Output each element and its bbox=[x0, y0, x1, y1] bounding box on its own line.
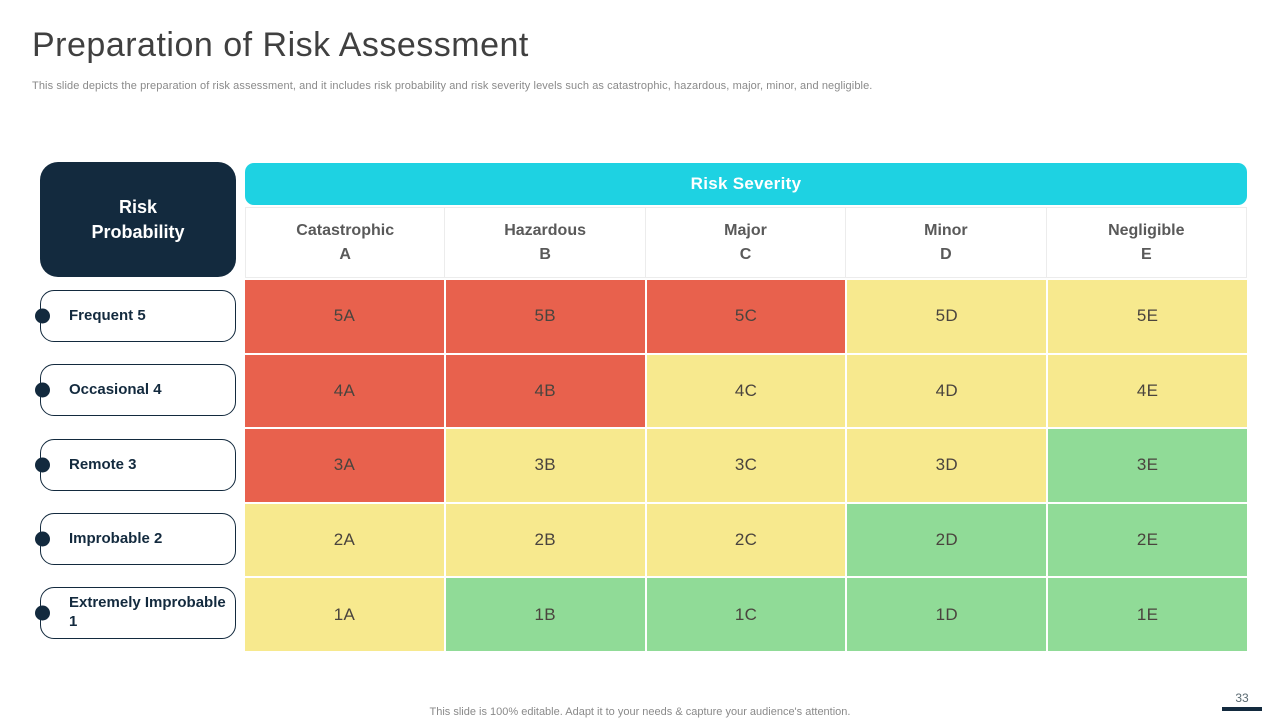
bullet-icon bbox=[35, 531, 50, 547]
column-header-name: Catastrophic bbox=[296, 222, 395, 240]
matrix-cell: 2A bbox=[245, 503, 444, 577]
row-label-text: Remote 3 bbox=[69, 455, 137, 473]
column-header-name: Hazardous bbox=[504, 222, 586, 240]
column-header-name: Major bbox=[724, 222, 767, 240]
bullet-icon bbox=[35, 605, 50, 621]
matrix-cell: 1D bbox=[847, 578, 1047, 651]
column-header: Major C bbox=[644, 207, 847, 278]
column-header-name: Minor bbox=[924, 222, 968, 240]
column-header: Hazardous B bbox=[444, 207, 646, 278]
row-label: Frequent 5 bbox=[35, 290, 236, 342]
matrix-cell: 4B bbox=[445, 354, 645, 428]
matrix-cell: 1A bbox=[245, 578, 444, 651]
matrix-cell: 2B bbox=[445, 503, 645, 577]
matrix-cell: 5C bbox=[646, 280, 846, 353]
footer-note: This slide is 100% editable. Adapt it to… bbox=[429, 706, 851, 718]
column-header-code: B bbox=[539, 245, 551, 263]
column-header: Catastrophic A bbox=[245, 207, 446, 278]
column-header: Minor D bbox=[845, 207, 1047, 278]
row-label: Improbable 2 bbox=[35, 513, 236, 565]
matrix-cell: 4C bbox=[646, 354, 846, 428]
page-title: Preparation of Risk Assessment bbox=[32, 26, 529, 64]
risk-matrix-grid: 5A 5B 5C 5D 5E 4A 4B 4C 4D 4E 3A 3B 3C 3D 3E 2A 2B 2C 2D 2E… bbox=[245, 280, 1247, 651]
column-header-code: D bbox=[940, 245, 952, 263]
row-label-text: Frequent 5 bbox=[69, 306, 146, 324]
risk-probability-header: Risk Probability bbox=[40, 162, 236, 277]
matrix-cell: 2E bbox=[1048, 503, 1247, 577]
matrix-cell: 1B bbox=[445, 578, 645, 651]
matrix-cell: 5B bbox=[445, 280, 645, 353]
row-label: Remote 3 bbox=[35, 439, 236, 491]
matrix-cell: 4A bbox=[245, 354, 444, 428]
matrix-cell: 5E bbox=[1048, 280, 1247, 353]
page-number-underline bbox=[1222, 707, 1262, 711]
page-number-value: 33 bbox=[1235, 691, 1249, 705]
matrix-cell: 2D bbox=[847, 503, 1047, 577]
bullet-icon bbox=[35, 382, 50, 398]
matrix-cell: 3A bbox=[245, 429, 444, 502]
column-header: Negligible E bbox=[1045, 207, 1247, 278]
matrix-cell: 4D bbox=[847, 354, 1047, 428]
matrix-cell: 1E bbox=[1048, 578, 1247, 651]
severity-column-headers: Catastrophic A Hazardous B Major C Minor D Negli… bbox=[245, 207, 1247, 278]
row-label: Extremely Improbable 1 bbox=[35, 587, 236, 639]
bullet-icon bbox=[35, 308, 50, 324]
page-number: 33 bbox=[1218, 691, 1266, 711]
risk-severity-header: Risk Severity bbox=[245, 163, 1247, 205]
row-label: Occasional 4 bbox=[35, 364, 236, 416]
column-header-code: C bbox=[739, 245, 752, 263]
column-header-code: E bbox=[1140, 245, 1152, 263]
matrix-cell: 5D bbox=[847, 280, 1047, 353]
matrix-cell: 3C bbox=[646, 429, 846, 502]
matrix-cell: 3E bbox=[1048, 429, 1247, 502]
bullet-icon bbox=[35, 457, 50, 473]
row-label-text: Occasional 4 bbox=[69, 380, 162, 398]
column-header-name: Negligible bbox=[1108, 222, 1185, 240]
matrix-cell: 2C bbox=[646, 503, 846, 577]
matrix-cell: 5A bbox=[245, 280, 444, 353]
column-header-code: A bbox=[339, 245, 351, 263]
row-label-text: Improbable 2 bbox=[69, 529, 163, 547]
matrix-cell: 4E bbox=[1048, 354, 1247, 428]
row-label-text: Extremely Improbable 1 bbox=[69, 594, 226, 630]
matrix-cell: 3B bbox=[445, 429, 645, 502]
matrix-cell: 3D bbox=[847, 429, 1047, 502]
page-subtitle: This slide depicts the preparation of ri… bbox=[32, 80, 873, 92]
matrix-cell: 1C bbox=[646, 578, 846, 651]
